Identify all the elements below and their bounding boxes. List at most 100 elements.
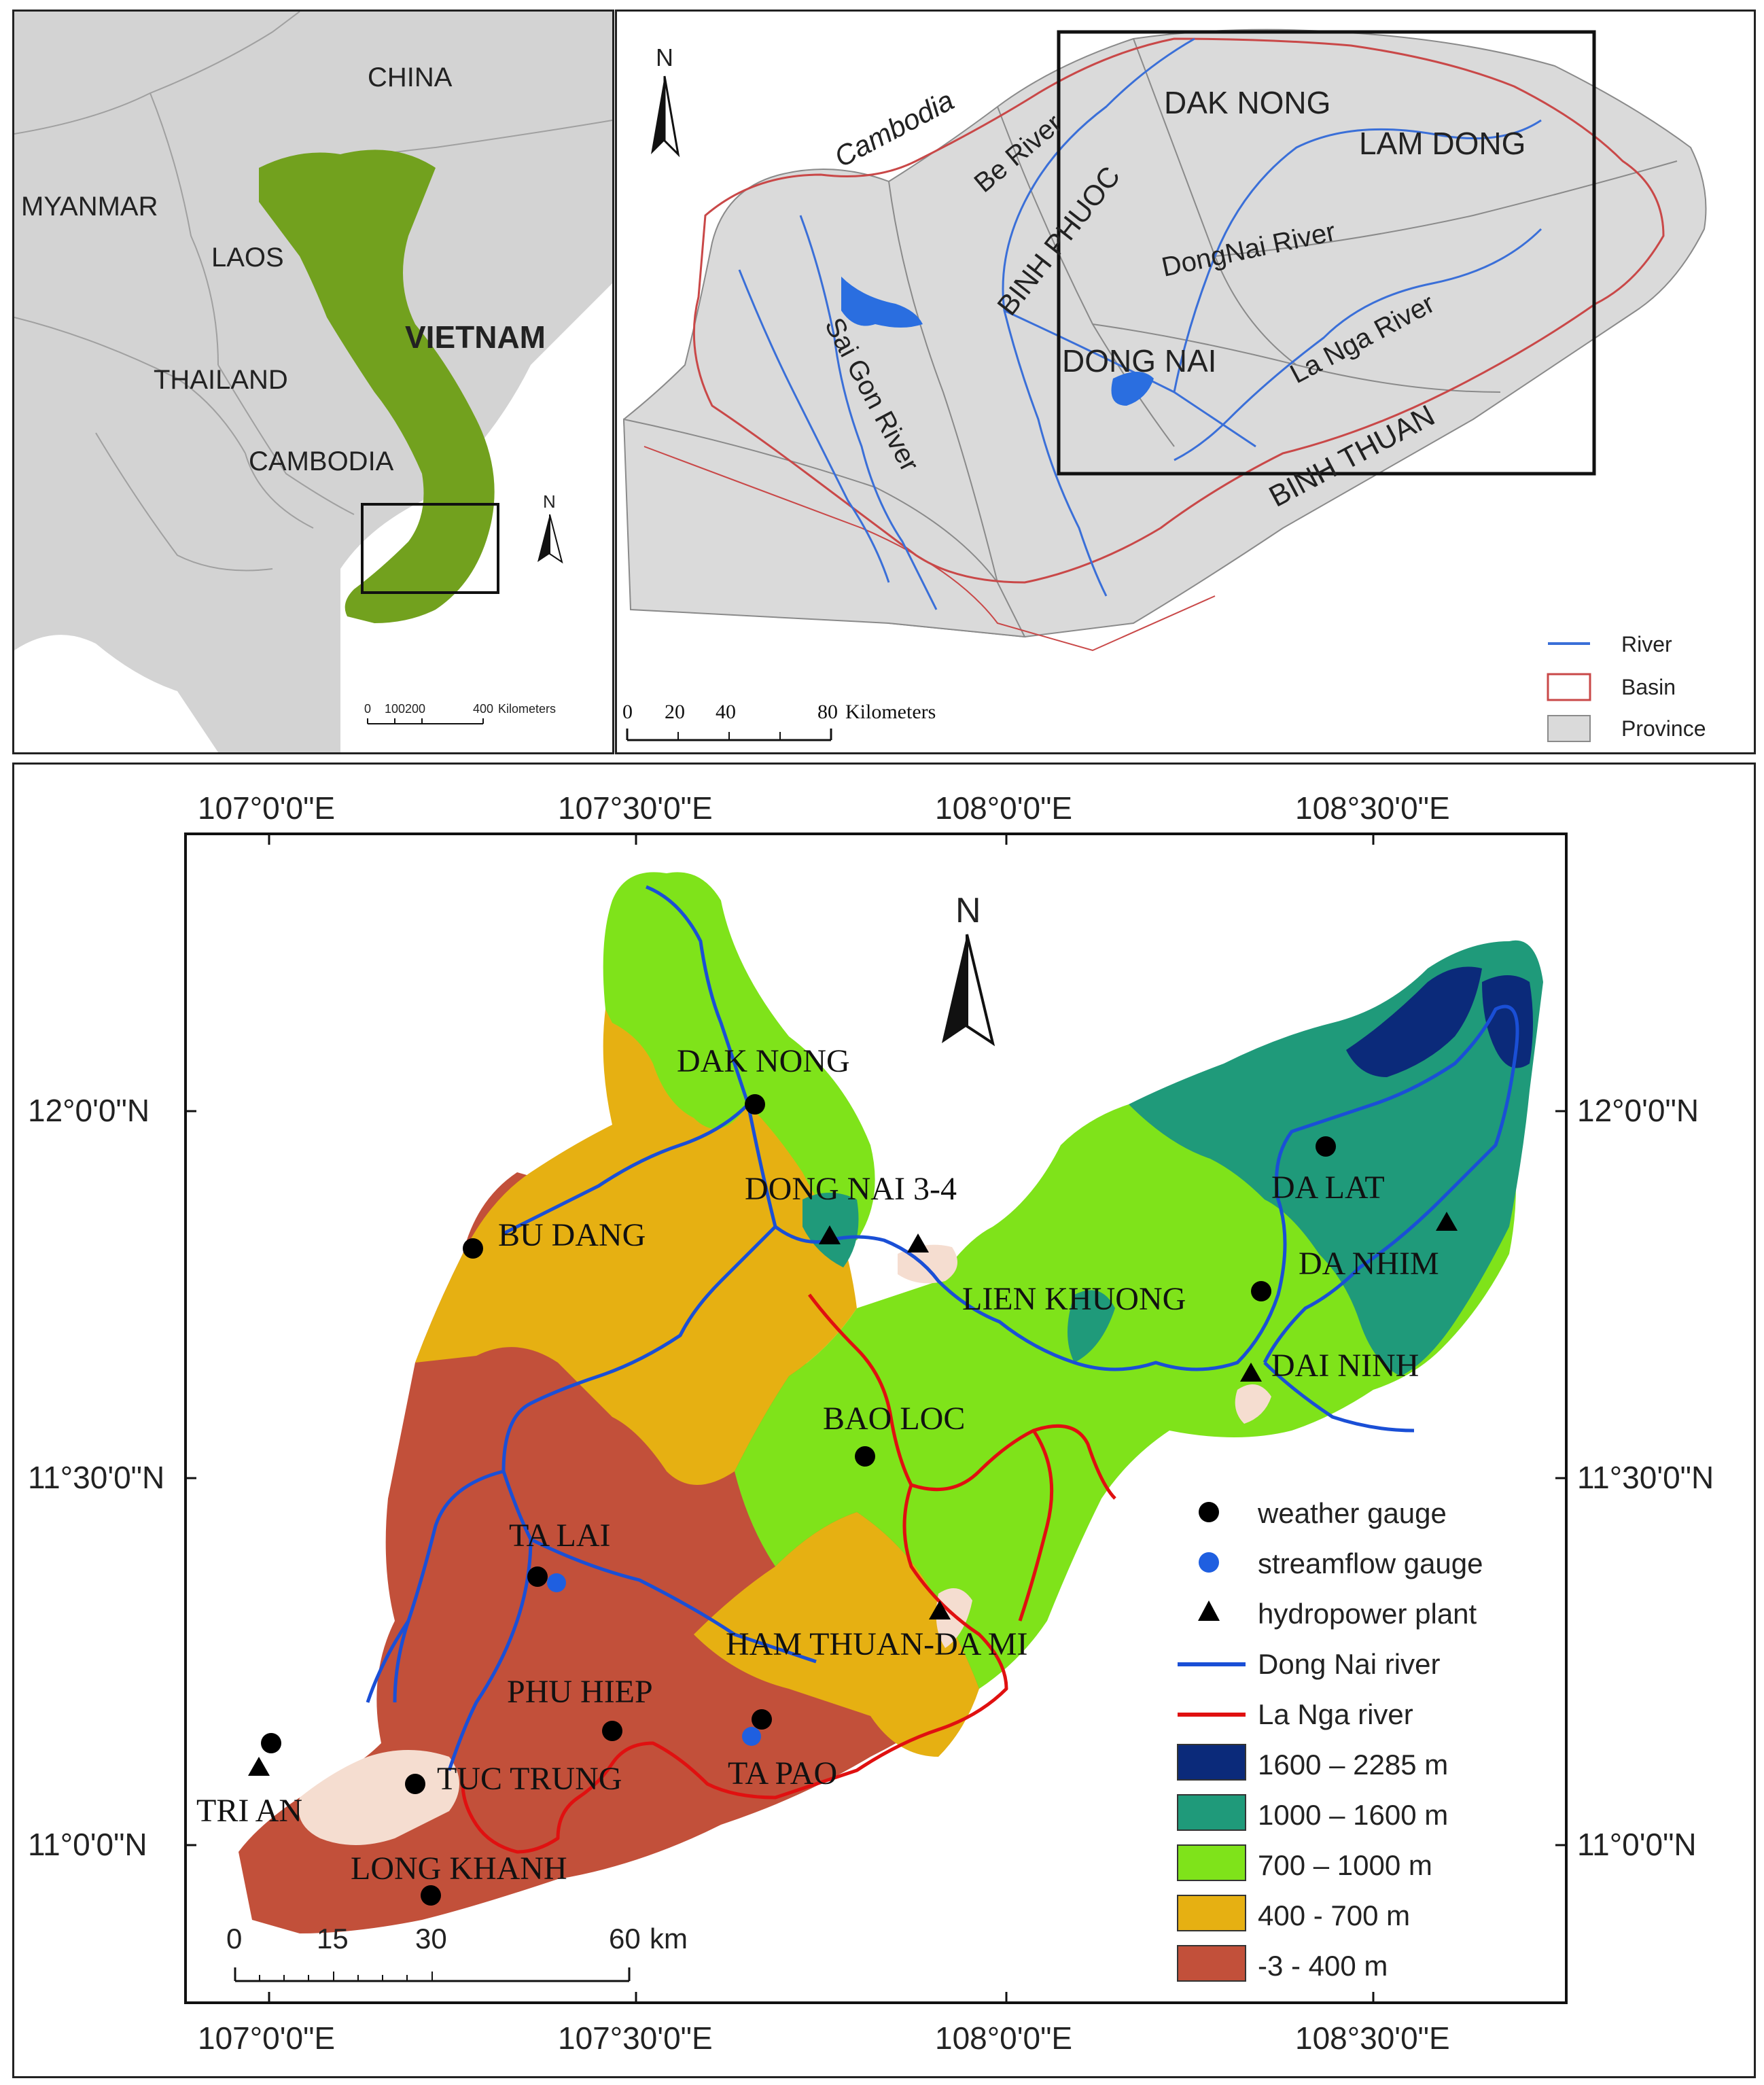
gauge-dak-nong (745, 1094, 765, 1115)
label-dai-ninh: DAI NINH (1271, 1348, 1419, 1384)
legend-hydropower-symbol (1198, 1600, 1220, 1621)
gauge-long-khanh (421, 1885, 441, 1906)
label-china: CHINA (368, 63, 453, 92)
label-lien-khuong: LIEN KHUONG (962, 1281, 1186, 1317)
label-lam-dong: LAM DONG (1359, 126, 1525, 161)
svg-text:N: N (955, 891, 981, 930)
label-da-nhim: DA NHIM (1299, 1246, 1439, 1282)
svg-text:108°0'0"E: 108°0'0"E (935, 790, 1072, 826)
svg-text:12°0'0"N: 12°0'0"N (28, 1093, 149, 1128)
basin-map-panel: Cambodia Be River DAK NONG LAM DONG BINH… (615, 10, 1756, 754)
lake-dai-ninh (1235, 1384, 1271, 1424)
streamflow-gauges (547, 1573, 761, 1746)
label-phu-hiep: PHU HIEP (507, 1674, 653, 1710)
svg-text:60: 60 (609, 1923, 641, 1955)
gauge-tuc-trung (405, 1774, 425, 1794)
legend-province-swatch (1547, 715, 1591, 742)
sea-gulf (14, 635, 218, 752)
legend-weather-label: weather gauge (1257, 1497, 1447, 1529)
legend-dong-nai-label: Dong Nai river (1258, 1648, 1440, 1680)
svg-text:0: 0 (226, 1923, 242, 1955)
label-dak-nong-c: DAK NONG (677, 1043, 850, 1079)
scale-bar-c: 0 15 30 60 km (226, 1923, 688, 1982)
plant-da-nhim (1436, 1212, 1458, 1231)
plant-dai-ninh (1240, 1363, 1262, 1382)
legend-river-label: River (1621, 632, 1672, 656)
north-arrow-small: N (537, 491, 563, 564)
label-ta-lai: TA LAI (509, 1518, 610, 1554)
scale-bar-b: 0 20 40 80 Kilometers (622, 701, 936, 741)
legend-elev-1000-label: 1000 – 1600 m (1258, 1799, 1448, 1831)
overview-map: CHINA MYANMAR LAOS VIETNAM THAILAND CAMB… (14, 12, 612, 752)
gauge-ta-pao (752, 1709, 772, 1730)
reservoir-dau-tieng (841, 277, 923, 328)
svg-text:20: 20 (665, 701, 685, 723)
legend-elev-400-swatch (1177, 1895, 1246, 1931)
gauge-tri-an (261, 1733, 281, 1753)
svg-text:Kilometers: Kilometers (498, 702, 556, 716)
gauge-bao-loc (855, 1446, 875, 1467)
label-thailand: THAILAND (154, 365, 288, 395)
province-borders (888, 38, 1678, 583)
svg-text:15: 15 (317, 1923, 349, 1955)
label-tri-an: TRI AN (196, 1793, 302, 1829)
gauge-lien-khuong (1251, 1281, 1271, 1301)
svg-text:12°0'0"N: 12°0'0"N (1577, 1093, 1699, 1128)
svg-text:0: 0 (364, 702, 371, 716)
svg-text:0: 0 (622, 701, 633, 723)
svg-text:km: km (650, 1923, 688, 1955)
legend-elev-1600-label: 1600 – 2285 m (1258, 1749, 1448, 1781)
svg-text:100200: 100200 (385, 702, 425, 716)
la-nga-river-network (461, 1293, 1116, 1854)
legend-elev-1600-swatch (1177, 1744, 1246, 1781)
north-arrow-b: N (651, 43, 680, 158)
map-frame (184, 833, 1568, 2004)
north-arrow-c: N (942, 891, 995, 1047)
svg-text:11°0'0"N: 11°0'0"N (1577, 1827, 1697, 1862)
svg-text:40: 40 (716, 701, 736, 723)
legend-basin-swatch (1547, 673, 1591, 701)
streamflow-ta-pao (742, 1727, 761, 1746)
legend-c: weather gauge streamflow gauge hydropowe… (1177, 1497, 1483, 1982)
svg-text:30: 30 (415, 1923, 447, 1955)
label-long-khanh: LONG KHANH (351, 1851, 567, 1887)
streamflow-ta-lai (547, 1573, 566, 1592)
svg-text:107°0'0"E: 107°0'0"E (198, 2020, 335, 2056)
gauge-da-lat (1316, 1136, 1336, 1157)
svg-text:N: N (543, 491, 556, 512)
legend-streamflow-symbol (1199, 1552, 1219, 1573)
weather-gauges (261, 1094, 1336, 1906)
label-dong-nai-3-4: DONG NAI 3-4 (745, 1171, 957, 1207)
legend-basin-label: Basin (1621, 675, 1676, 699)
legend-elev-1000-swatch (1177, 1794, 1246, 1831)
station-labels: DAK NONG DONG NAI 3-4 BU DANG DA LAT DA … (196, 1043, 1439, 1887)
elevation-1600-2285-east (1482, 975, 1533, 1068)
legend-province-label: Province (1621, 716, 1706, 741)
scale-bar-a: 0 100200 400 Kilometers (364, 702, 556, 724)
elevation-map: 107°0'0"E 107°30'0"E 108°0'0"E 108°30'0"… (14, 765, 1754, 2076)
reservoir-tri-an (1111, 372, 1154, 406)
graticule-left: 12°0'0"N 11°30'0"N 11°0'0"N (28, 1093, 164, 1862)
overview-map-panel: CHINA MYANMAR LAOS VIETNAM THAILAND CAMB… (12, 10, 614, 754)
lake-ham-thuan (936, 1588, 972, 1648)
elevation-700-1000-north (603, 872, 875, 1240)
svg-text:80: 80 (817, 701, 838, 723)
label-laos: LAOS (211, 243, 284, 273)
svg-text:107°30'0"E: 107°30'0"E (558, 790, 713, 826)
legend-b: River Basin Province (1547, 632, 1706, 742)
label-ta-pao: TA PAO (728, 1755, 837, 1791)
svg-text:11°0'0"N: 11°0'0"N (28, 1827, 147, 1862)
svg-text:11°30'0"N: 11°30'0"N (1577, 1460, 1714, 1495)
basin-outline-south (643, 446, 1216, 652)
plant-tri-an (248, 1757, 270, 1776)
svg-text:N: N (656, 43, 673, 71)
label-tuc-trung: TUC TRUNG (437, 1761, 622, 1797)
legend-weather-symbol (1199, 1502, 1219, 1522)
plant-ham-thuan-da-mi (929, 1600, 951, 1619)
plant-dong-nai-3 (819, 1225, 841, 1244)
label-bao-loc: BAO LOC (823, 1401, 965, 1437)
svg-text:107°0'0"E: 107°0'0"E (198, 790, 335, 826)
basin-map: Cambodia Be River DAK NONG LAM DONG BINH… (617, 12, 1754, 752)
legend-elev-400-label: 400 - 700 m (1258, 1899, 1410, 1931)
plant-dong-nai-4 (907, 1233, 929, 1252)
